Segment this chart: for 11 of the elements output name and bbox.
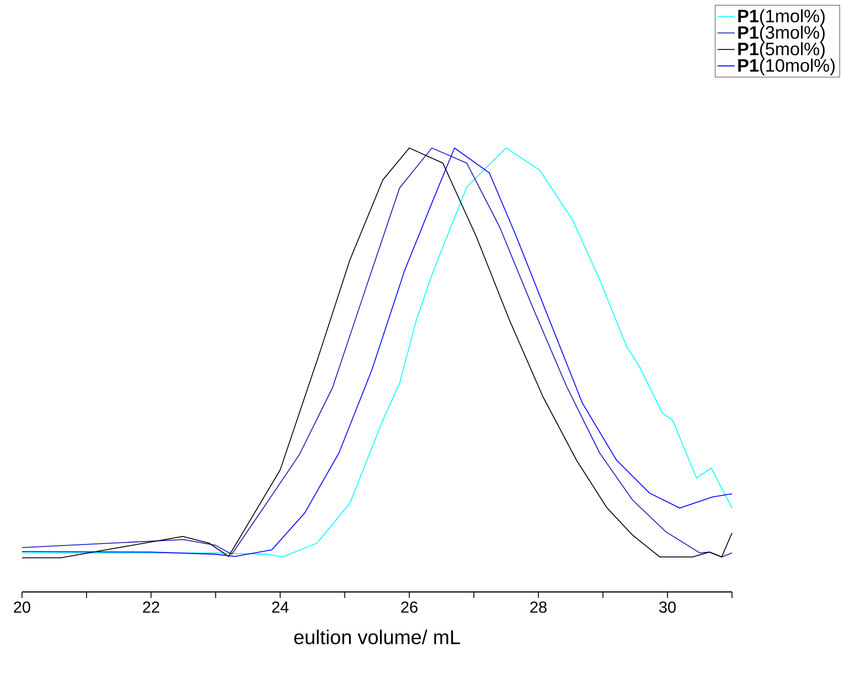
legend-label: P1(5mol%)	[738, 42, 825, 59]
x-tick-label: 30	[659, 602, 676, 613]
x-tick-label: 24	[272, 602, 289, 613]
x-tick-label: 20	[14, 602, 30, 613]
legend-label: P1(10mol%)	[738, 58, 835, 76]
x-tick-label: 28	[530, 602, 547, 613]
x-axis-title: eultion volume/ mL	[294, 630, 460, 644]
x-tick-label: 22	[143, 602, 160, 613]
x-tick-label: 26	[401, 602, 418, 613]
legend-label: P1(3mol%)	[738, 26, 825, 42]
legend-label: P1(1mol%)	[738, 9, 825, 26]
